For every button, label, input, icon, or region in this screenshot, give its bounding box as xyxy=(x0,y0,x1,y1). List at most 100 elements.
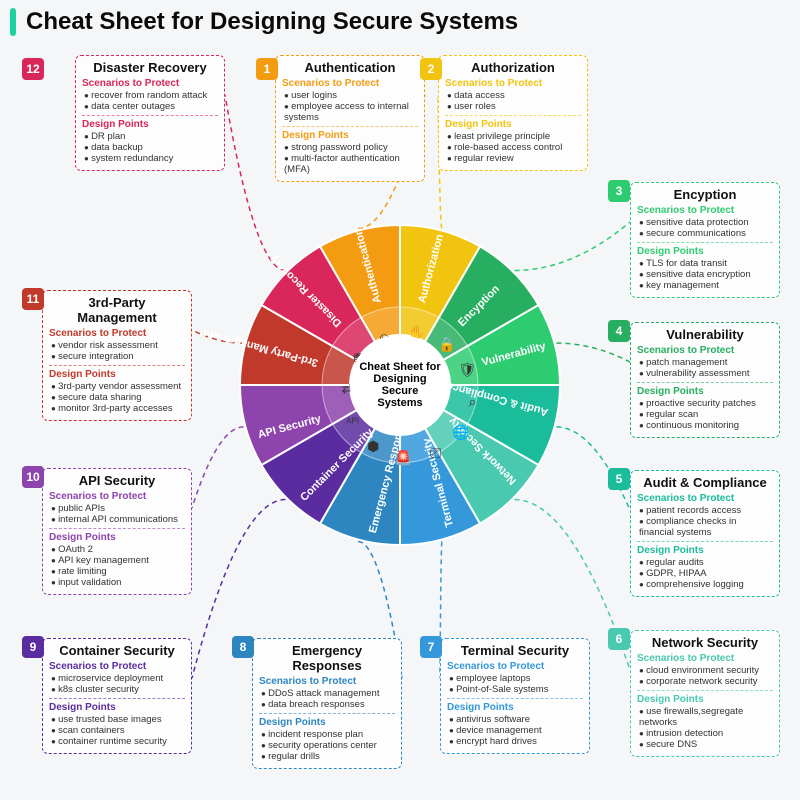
slice-label-2: Encyption xyxy=(456,283,502,329)
connector-4 xyxy=(556,343,630,362)
wheel: Cheat Sheet for Designing Secure Systems… xyxy=(240,225,560,545)
points-list: antivirus softwaredevice managementencry… xyxy=(447,714,583,747)
slice-icon-3: 🛡 xyxy=(457,359,477,379)
points-heading: Design Points xyxy=(49,532,185,543)
card-1: Authentication Scenarios to Protectuser l… xyxy=(275,55,425,182)
scenarios-list: cloud environment securitycorporate netw… xyxy=(637,665,773,687)
scenarios-list: public APIsinternal API communications xyxy=(49,503,185,525)
points-list: use trusted base imagesscan containersco… xyxy=(49,714,185,747)
scenarios-heading: Scenarios to Protect xyxy=(82,78,218,89)
card-2: Authorization Scenarios to Protectdata ac… xyxy=(438,55,588,171)
card-3: Encyption Scenarios to Protectsensitive d… xyxy=(630,182,780,298)
card-title: Authorization xyxy=(445,60,581,75)
card-badge-3: 3 xyxy=(608,180,630,202)
points-heading: Design Points xyxy=(82,119,218,130)
slice-label-4: Audit & Compliance xyxy=(445,379,549,418)
scenarios-list: vendor risk assessmentsecure integration xyxy=(49,340,185,362)
scenarios-heading: Scenarios to Protect xyxy=(637,653,773,664)
card-title: Network Security xyxy=(637,635,773,650)
card-badge-2: 2 xyxy=(420,58,442,80)
slice-label-1: Authorization xyxy=(416,233,446,305)
connector-3 xyxy=(515,222,630,270)
slice-label-3: Vulnerability xyxy=(481,340,547,369)
scenarios-heading: Scenarios to Protect xyxy=(447,661,583,672)
points-heading: Design Points xyxy=(447,702,583,713)
card-badge-4: 4 xyxy=(608,320,630,342)
card-6: Network Security Scenarios to Protectclou… xyxy=(630,630,780,757)
card-title: Disaster Recovery xyxy=(82,60,218,75)
card-badge-1: 1 xyxy=(256,58,278,80)
points-heading: Design Points xyxy=(282,130,418,141)
card-12: Disaster RecoveryScenarios to Protectrec… xyxy=(75,55,225,171)
points-heading: Design Points xyxy=(637,386,773,397)
card-title: Container Security xyxy=(49,643,185,658)
points-heading: Design Points xyxy=(49,702,185,713)
scenarios-list: employee laptopsPoint-of-Sale systems xyxy=(447,673,583,695)
card-title: Encyption xyxy=(637,187,773,202)
scenarios-heading: Scenarios to Protect xyxy=(49,328,185,339)
slice-icon-8: ⬢ xyxy=(363,436,383,456)
points-heading: Design Points xyxy=(259,717,395,728)
card-5: Audit & Compliance Scenarios to Protectpa… xyxy=(630,470,780,597)
slice-icon-5: 🌐 xyxy=(451,422,471,442)
card-9: Container Security Scenarios to Protectmi… xyxy=(42,638,192,754)
scenarios-list: DDoS attack managementdata breach respon… xyxy=(259,688,395,710)
card-title: Audit & Compliance xyxy=(637,475,773,490)
scenarios-heading: Scenarios to Protect xyxy=(259,676,395,687)
scenarios-heading: Scenarios to Protect xyxy=(637,345,773,356)
points-heading: Design Points xyxy=(445,119,581,130)
points-list: regular auditsGDPR, HIPAAcomprehensive l… xyxy=(637,557,773,590)
card-badge-8: 8 xyxy=(232,636,254,658)
card-badge-12: 12 xyxy=(22,58,44,80)
scenarios-heading: Scenarios to Protect xyxy=(49,661,185,672)
card-title: Terminal Security xyxy=(447,643,583,658)
scenarios-heading: Scenarios to Protect xyxy=(49,491,185,502)
card-badge-5: 5 xyxy=(608,468,630,490)
scenarios-list: patch managementvulnerability assessment xyxy=(637,357,773,379)
points-list: TLS for data transitsensitive data encry… xyxy=(637,258,773,291)
scenarios-list: sensitive data protectionsecure communic… xyxy=(637,217,773,239)
slice-icon-6: ⎚ xyxy=(426,442,446,462)
card-badge-9: 9 xyxy=(22,636,44,658)
points-list: least privilege principlerole-based acce… xyxy=(445,131,581,164)
card-badge-11: 11 xyxy=(22,288,44,310)
card-title: Authentication xyxy=(282,60,418,75)
points-list: strong password policymulti-factor authe… xyxy=(282,142,418,175)
points-list: OAuth 2API key managementrate limitingin… xyxy=(49,544,185,588)
points-heading: Design Points xyxy=(637,694,773,705)
card-title: API Security xyxy=(49,473,185,488)
points-list: proactive security patchesregular scanco… xyxy=(637,398,773,431)
card-7: Terminal Security Scenarios to Protectemp… xyxy=(440,638,590,754)
points-list: use firewalls,segregate networksintrusio… xyxy=(637,706,773,750)
scenarios-list: data accessuser roles xyxy=(445,90,581,112)
card-11: 3rd-Party Management Scenarios to Protect… xyxy=(42,290,192,421)
scenarios-heading: Scenarios to Protect xyxy=(637,493,773,504)
card-badge-6: 6 xyxy=(608,628,630,650)
slice-label-9: API Security xyxy=(257,413,323,441)
card-title: 3rd-Party Management xyxy=(49,295,185,325)
card-4: Vulnerability Scenarios to Protectpatch m… xyxy=(630,322,780,438)
slice-icon-4: ⌕ xyxy=(462,391,482,411)
card-badge-10: 10 xyxy=(22,466,44,488)
card-title: Vulnerability xyxy=(637,327,773,342)
scenarios-list: patient records accesscompliance checks … xyxy=(637,505,773,538)
points-list: incident response plansecurity operation… xyxy=(259,729,395,762)
card-8: Emergency ResponsesScenarios to ProtectD… xyxy=(252,638,402,769)
scenarios-heading: Scenarios to Protect xyxy=(445,78,581,89)
card-10: API Security Scenarios to Protectpublic A… xyxy=(42,468,192,595)
points-list: 3rd-party vendor assessmentsecure data s… xyxy=(49,381,185,414)
scenarios-list: user loginsemployee access to internal s… xyxy=(282,90,418,123)
slice-icon-7: 🚨 xyxy=(394,447,414,467)
points-heading: Design Points xyxy=(637,246,773,257)
wheel-center: Cheat Sheet for Designing Secure Systems xyxy=(350,335,450,435)
scenarios-heading: Scenarios to Protect xyxy=(282,78,418,89)
scenarios-heading: Scenarios to Protect xyxy=(637,205,773,216)
scenarios-list: microservice deploymentk8s cluster secur… xyxy=(49,673,185,695)
points-heading: Design Points xyxy=(637,545,773,556)
slice-icon-2: 🔒 xyxy=(437,334,457,354)
card-badge-7: 7 xyxy=(420,636,442,658)
slice-label-11: Disaster Recovery xyxy=(268,253,344,329)
points-list: DR plandata backupsystem redundancy xyxy=(82,131,218,164)
connector-10 xyxy=(192,427,244,508)
points-heading: Design Points xyxy=(49,369,185,380)
